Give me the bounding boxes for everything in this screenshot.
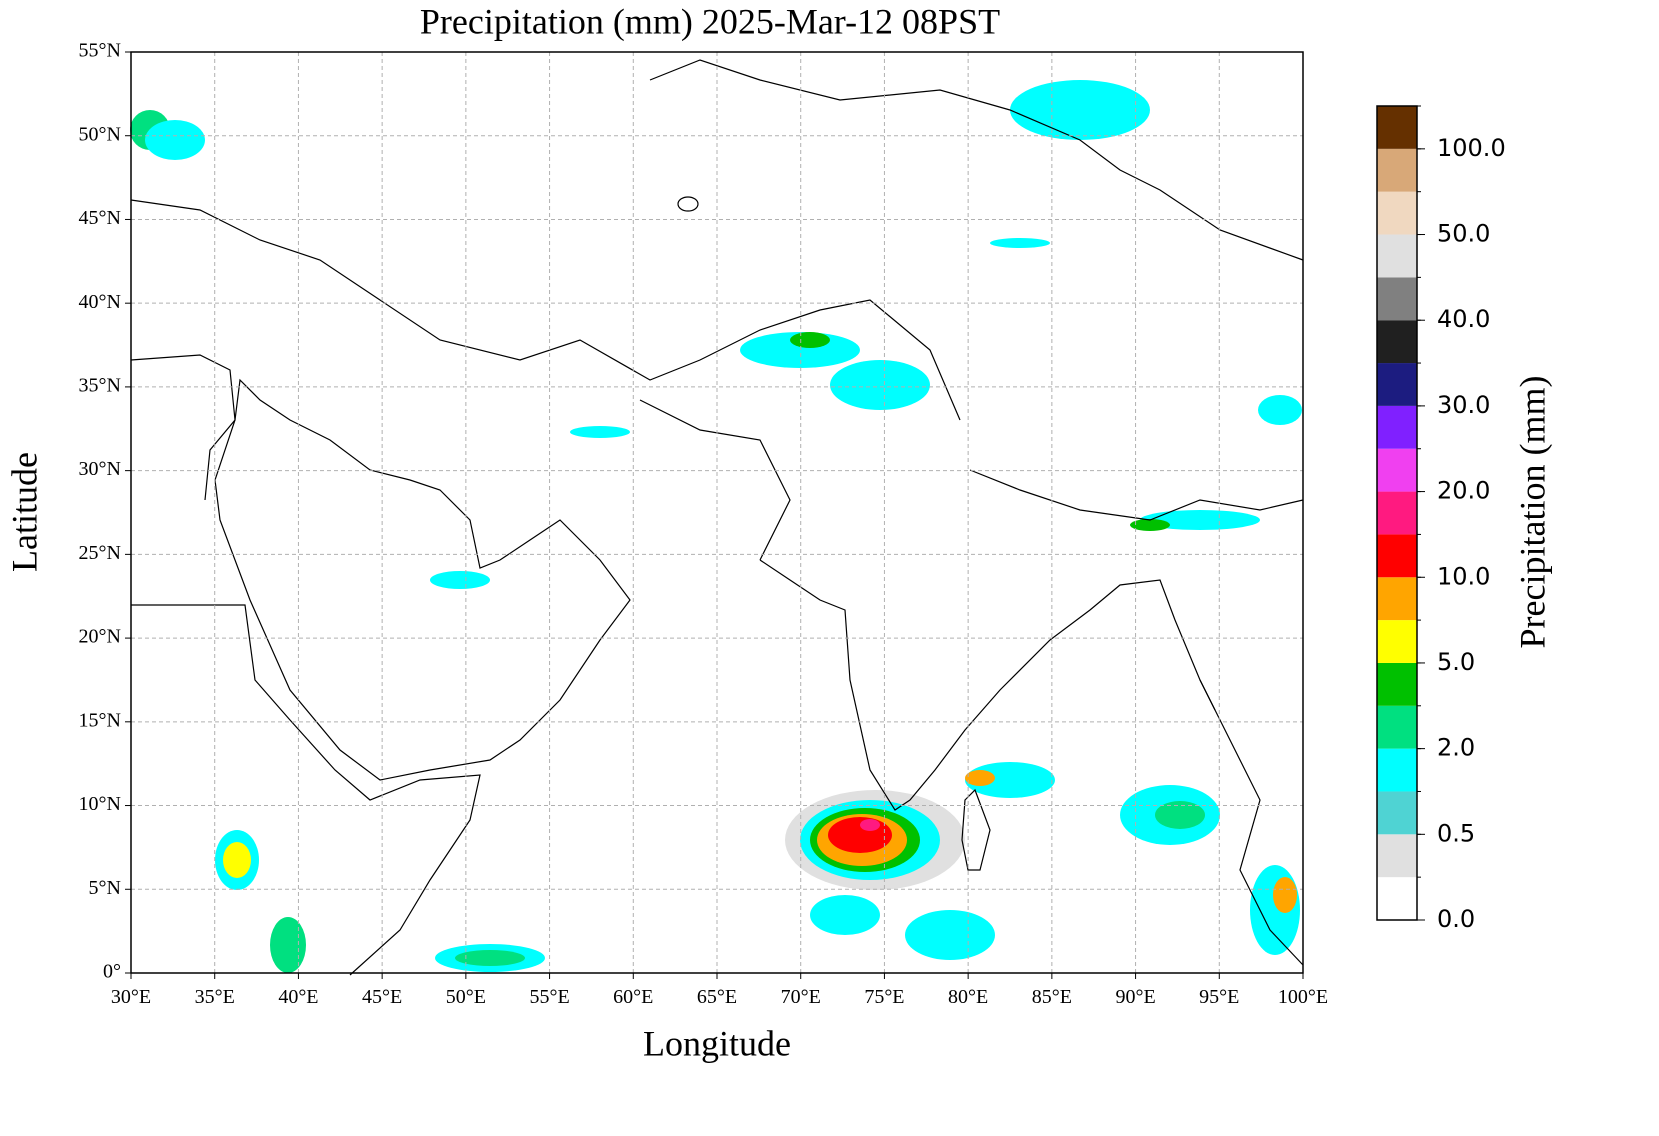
- y-tick-label: 35°N: [79, 375, 121, 397]
- y-tick-label: 15°N: [79, 709, 121, 731]
- y-tick-label: 40°N: [79, 291, 121, 313]
- colorbar-tick-label: 2.0: [1437, 734, 1475, 762]
- y-tick-label: 55°N: [79, 40, 121, 62]
- x-tick-label: 65°E: [697, 986, 737, 1008]
- colorbar-swatch: [1377, 534, 1417, 578]
- colorbar-tick-label: 0.5: [1437, 819, 1475, 847]
- y-tick-label: 5°N: [89, 877, 121, 899]
- colorbar-tick-label: 5.0: [1437, 648, 1475, 676]
- colorbar-swatch: [1377, 448, 1417, 492]
- x-tick-label: 85°E: [1032, 986, 1072, 1008]
- colorbar-swatch: [1377, 106, 1417, 149]
- colorbar-label: Precipitation (mm): [1512, 376, 1552, 649]
- y-axis-label: Latitude: [4, 452, 44, 572]
- y-tick-label: 20°N: [79, 626, 121, 648]
- colorbar-swatch: [1377, 148, 1417, 192]
- colorbar-swatch: [1377, 363, 1417, 406]
- y-tick-label: 50°N: [79, 123, 121, 145]
- x-tick-label: 55°E: [529, 986, 569, 1008]
- x-tick-label: 45°E: [362, 986, 402, 1008]
- colorbar-tick-label: 20.0: [1437, 477, 1490, 505]
- colorbar-swatch: [1377, 662, 1417, 706]
- x-tick-label: 75°E: [864, 986, 904, 1008]
- colorbar-swatch: [1377, 320, 1417, 364]
- x-tick-label: 90°E: [1115, 986, 1155, 1008]
- colorbar-tick-label: 0.0: [1437, 905, 1475, 933]
- y-tick-label: 30°N: [79, 458, 121, 480]
- colorbar-swatch: [1377, 234, 1417, 278]
- colorbar-swatch: [1377, 405, 1417, 449]
- colorbar-swatch: [1377, 491, 1417, 535]
- x-tick-label: 50°E: [446, 986, 486, 1008]
- colorbar-tick-label: 10.0: [1437, 562, 1490, 590]
- precipitation-field: [130, 80, 1302, 973]
- y-tick-label: 10°N: [79, 793, 121, 815]
- colorbar-tick-label: 50.0: [1437, 220, 1490, 248]
- x-tick-label: 40°E: [278, 986, 318, 1008]
- x-tick-label: 80°E: [948, 986, 988, 1008]
- colorbar-frame: [1376, 105, 1418, 921]
- colorbar-swatch: [1377, 748, 1417, 792]
- colorbar-swatch: [1377, 620, 1417, 663]
- colorbar-tick-label: 100.0: [1437, 134, 1506, 162]
- coastlines: [130, 59, 1304, 976]
- colorbar-swatch: [1377, 877, 1417, 920]
- x-tick-label: 30°E: [111, 986, 151, 1008]
- colorbar-swatch: [1377, 191, 1417, 235]
- colorbar-tick-label: 40.0: [1437, 305, 1490, 333]
- x-tick-label: 95°E: [1199, 986, 1239, 1008]
- colorbar-swatch: [1377, 834, 1417, 878]
- y-tick-label: 0°: [103, 961, 121, 983]
- map-area: [130, 59, 1304, 976]
- colorbar-swatch: [1377, 277, 1417, 321]
- colorbar-swatch: [1377, 705, 1417, 749]
- map-frame: [130, 51, 1304, 974]
- x-tick-label: 60°E: [613, 986, 653, 1008]
- colorbar-swatch: [1377, 791, 1417, 835]
- chart-title: Precipitation (mm) 2025-Mar-12 08PST: [420, 1, 1000, 41]
- x-axis-label: Longitude: [643, 1023, 791, 1063]
- colorbar-swatch: [1377, 577, 1417, 621]
- colorbar-tick-label: 30.0: [1437, 391, 1490, 419]
- grid: [130, 51, 1304, 974]
- x-tick-label: 70°E: [781, 986, 821, 1008]
- x-tick-label: 35°E: [195, 986, 235, 1008]
- x-tick-label: 100°E: [1278, 986, 1328, 1008]
- y-tick-label: 45°N: [79, 207, 121, 229]
- y-tick-label: 25°N: [79, 542, 121, 564]
